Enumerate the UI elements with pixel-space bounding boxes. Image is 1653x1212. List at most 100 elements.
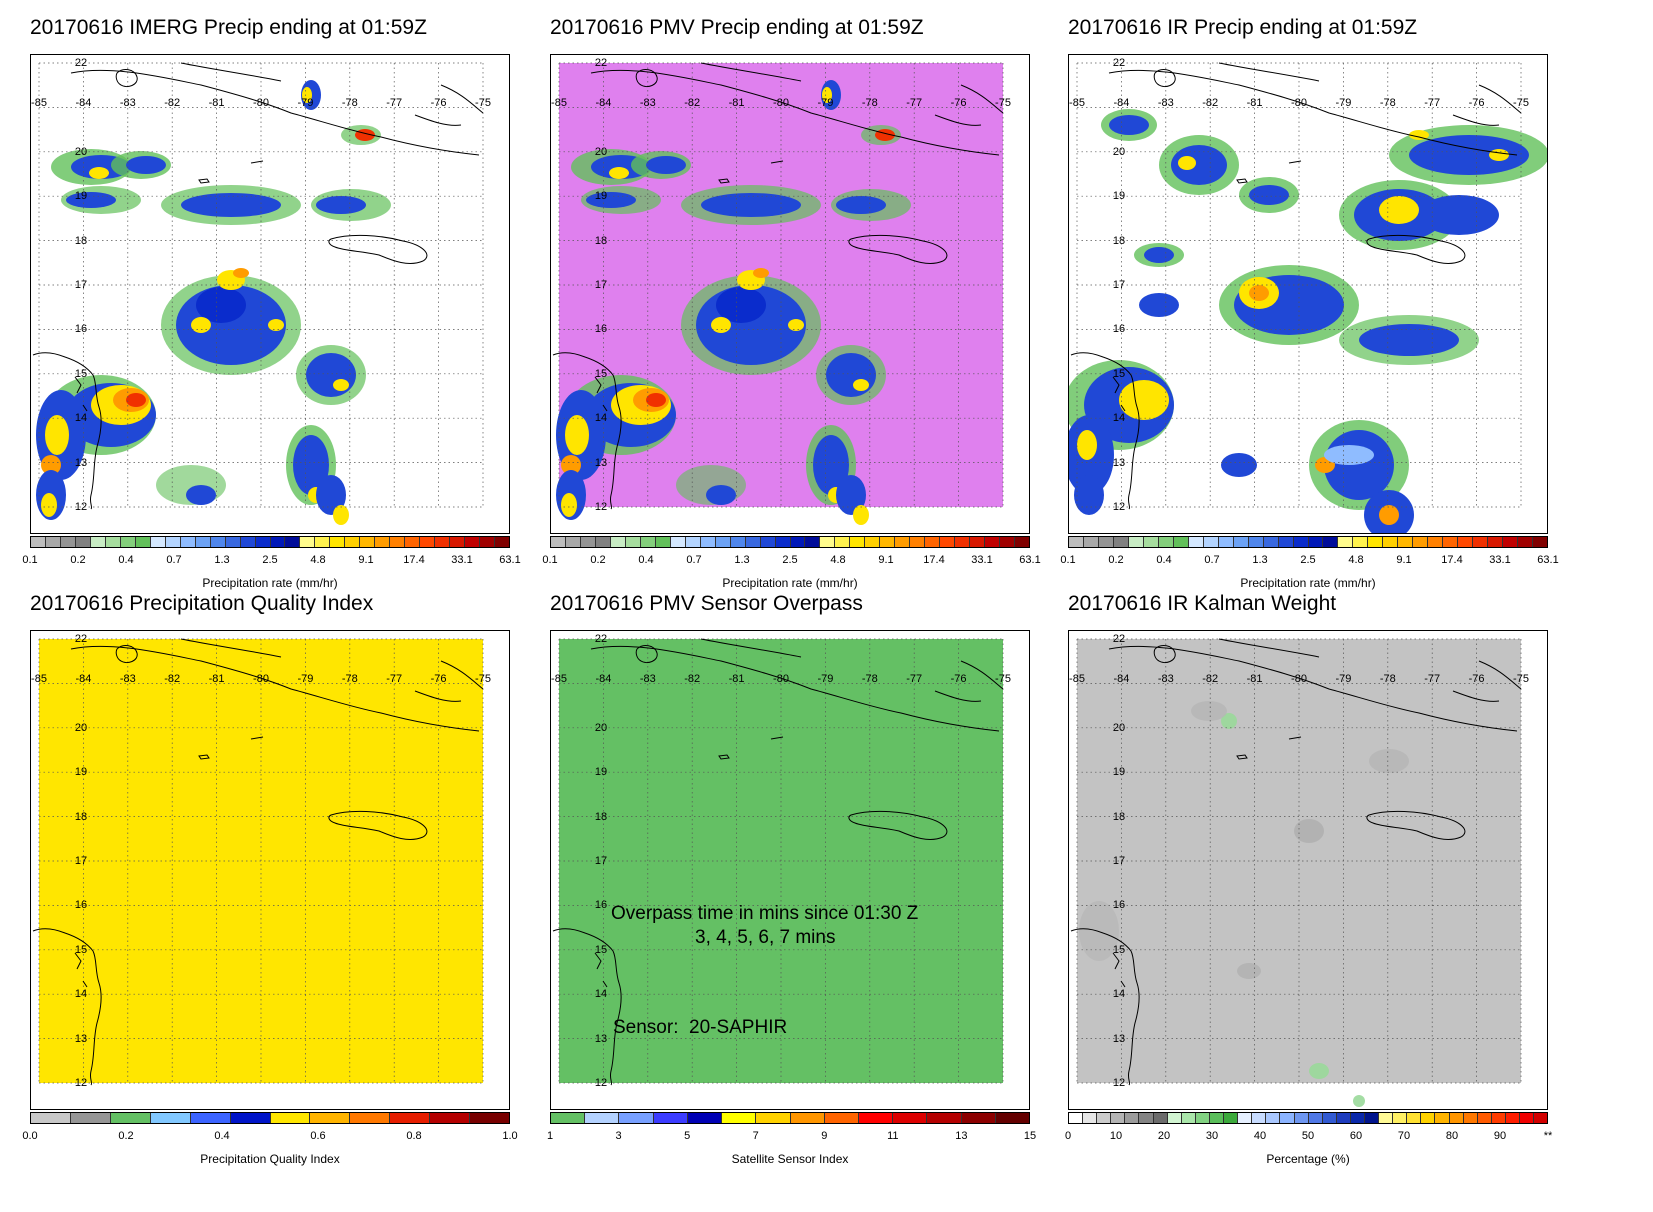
- colorbar-swatch: [1323, 537, 1339, 547]
- colorbar-swatch: [730, 537, 746, 547]
- colorbar-swatch: [1488, 537, 1504, 547]
- latitude-label: 19: [74, 190, 88, 203]
- longitude-label: -83: [119, 97, 136, 109]
- ir-precip-map[interactable]: -85 -84 -83 -82 -81 -80 -79 -78 -77 -76 -75 22 20 19 1…: [1068, 54, 1548, 534]
- colorbar-label: Percentage (%): [1266, 1152, 1350, 1166]
- colorbar-swatch: [405, 537, 421, 547]
- longitude-label: -76: [1468, 673, 1485, 685]
- latitude-label: 13: [1112, 456, 1126, 469]
- ir-precip-panel: 20170616 IR Precip ending at 01:59Z -85-…: [1060, 16, 1558, 596]
- latitude-label: 13: [594, 456, 608, 469]
- colorbar-swatch: [619, 1113, 654, 1123]
- colorbar-swatch: [60, 537, 76, 547]
- colorbar-tick-label: 33.1: [451, 554, 473, 566]
- latitude-label: 17: [1112, 279, 1126, 291]
- latitude-label: 12: [1112, 1077, 1126, 1089]
- longitude-label: -83: [1157, 97, 1174, 109]
- latitude-label: 12: [74, 1077, 88, 1089]
- colorbar-swatch: [1428, 537, 1444, 547]
- colorbar-swatch: [230, 1113, 271, 1123]
- colorbar-swatch: [910, 537, 926, 547]
- colorbar-tick-label: 2.5: [262, 554, 278, 566]
- colorbar-swatch: [420, 537, 436, 547]
- longitude-label: -84: [595, 97, 612, 109]
- colorbar-swatch: [1393, 1113, 1408, 1123]
- colorbar-swatch: [110, 1113, 151, 1123]
- colorbar-swatch: [1128, 537, 1144, 547]
- colorbar-swatch: [835, 537, 851, 547]
- longitude-label: -84: [595, 673, 612, 685]
- colorbar-tick-label: 4.8: [830, 554, 846, 566]
- colorbar-tick-label: 90: [1493, 1130, 1507, 1142]
- longitude-label: -81: [1246, 97, 1263, 109]
- latitude-label: 17: [594, 279, 608, 291]
- kalman-weight-map[interactable]: -85 -84 -83 -82 -81 -80 -79 -78 -77 -76 -75 22 20 19 1…: [1068, 630, 1548, 1110]
- pmv-precip-map[interactable]: -85 -84 -83 -82 -81 -80 -79 -78 -77 -76 -75 22 20 19 1…: [550, 54, 1030, 534]
- colorbar-swatch: [1015, 537, 1029, 547]
- colorbar-swatch: [1097, 1113, 1112, 1123]
- longitude-label: -81: [208, 673, 225, 685]
- colorbar-tick-label: 0.1: [22, 554, 38, 566]
- colorbar-swatch: [1463, 1113, 1478, 1123]
- longitude-label: -81: [728, 97, 745, 109]
- latitude-label: 13: [1112, 1032, 1126, 1045]
- colorbar-swatch: [1477, 1113, 1492, 1123]
- longitude-label: -79: [297, 97, 314, 109]
- colorbar-swatch: [1069, 537, 1084, 547]
- colorbar-swatch: [1308, 1113, 1323, 1123]
- colorbar-swatch: [1383, 537, 1399, 547]
- colorbar-swatch: [150, 537, 166, 547]
- colorbar-swatch: [1083, 1113, 1098, 1123]
- colorbar-swatch: [1280, 1113, 1295, 1123]
- quality-colorbar: [30, 1112, 510, 1124]
- longitude-label: -82: [164, 673, 181, 685]
- longitude-label: -75: [1513, 97, 1529, 109]
- longitude-label: -80: [253, 673, 269, 685]
- colorbar-tick-label: 63.1: [499, 554, 521, 566]
- longitude-label: -78: [341, 97, 358, 109]
- longitude-label: -77: [906, 673, 923, 685]
- colorbar-swatch: [240, 537, 256, 547]
- colorbar-swatch: [70, 1113, 111, 1123]
- colorbar-swatch: [985, 537, 1001, 547]
- colorbar-swatch: [1248, 537, 1264, 547]
- latitude-label: 12: [594, 1077, 608, 1089]
- colorbar-swatch: [1398, 537, 1414, 547]
- colorbar-swatch: [955, 537, 971, 547]
- colorbar-swatch: [670, 537, 686, 547]
- colorbar-swatch: [450, 537, 466, 547]
- imerg-precip-map[interactable]: -85 -84 -83 -82 -81 -80 -79 -78 -77 -76 -75 22 20 19 1…: [30, 54, 510, 534]
- longitude-label: -79: [817, 673, 834, 685]
- colorbar-swatch: [1294, 1113, 1309, 1123]
- overpass-minutes-text: 3, 4, 5, 6, 7 mins: [695, 927, 836, 948]
- colorbar-swatch: [300, 537, 316, 547]
- colorbar-tick-label: 1: [546, 1130, 554, 1142]
- longitude-label: -80: [773, 97, 789, 109]
- colorbar-swatch: [1278, 537, 1294, 547]
- colorbar-swatch: [1518, 537, 1534, 547]
- colorbar-swatch: [850, 537, 866, 547]
- sensor-overpass-map[interactable]: Overpass time in mins since 01:30 Z 3, 4…: [550, 630, 1030, 1110]
- longitude-label: -84: [75, 97, 92, 109]
- colorbar-swatch: [480, 537, 496, 547]
- latitude-label: 22: [74, 633, 88, 645]
- colorbar-swatch: [285, 537, 301, 547]
- colorbar-swatch: [858, 1113, 894, 1123]
- longitude-label: -78: [861, 673, 878, 685]
- latitude-label: 18: [1112, 234, 1126, 247]
- longitude-label: -83: [639, 97, 656, 109]
- longitude-label: -77: [386, 97, 403, 109]
- colorbar-swatch: [1435, 1113, 1450, 1123]
- colorbar-tick-label: 3: [615, 1130, 622, 1142]
- colorbar-tick-label: 60: [1349, 1130, 1363, 1142]
- colorbar-swatch: [1143, 537, 1159, 547]
- colorbar-tick-label: 0.4: [638, 554, 654, 566]
- colorbar-swatch: [1336, 1113, 1351, 1123]
- colorbar-swatch: [1111, 1113, 1126, 1123]
- quality-index-map[interactable]: -85 -84 -83 -82 -81 -80 -79 -78 -77 -76 -75 22 20 19 1…: [30, 630, 510, 1110]
- colorbar-swatch: [1098, 537, 1114, 547]
- longitude-label: -76: [1468, 97, 1485, 109]
- colorbar-swatch: [1238, 1113, 1253, 1123]
- colorbar-swatch: [595, 537, 611, 547]
- colorbar-swatch: [805, 537, 821, 547]
